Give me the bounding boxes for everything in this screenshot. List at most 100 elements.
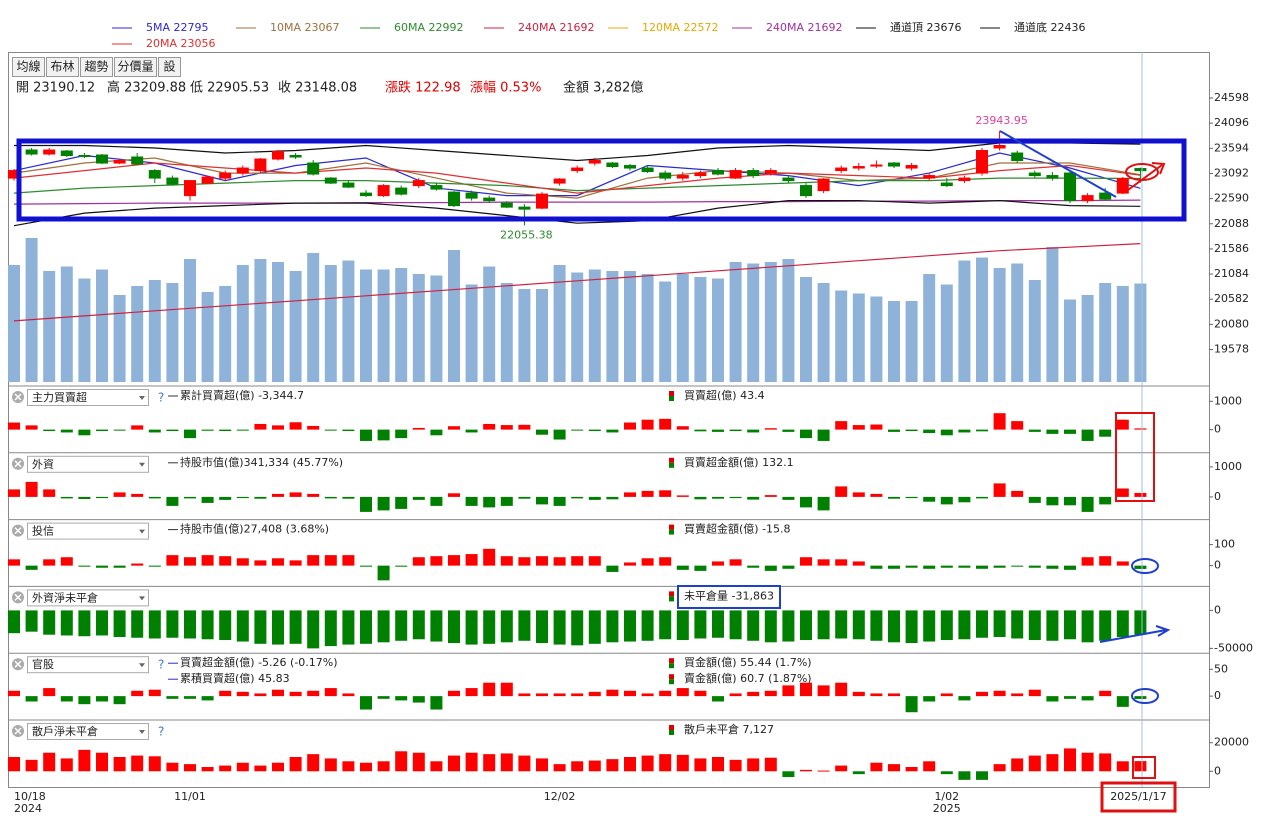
volume-bar [395, 268, 408, 382]
bar [1099, 496, 1112, 505]
bar [184, 696, 196, 699]
quote-high: 高 23209.88 [107, 80, 186, 96]
bar [395, 565, 408, 567]
candle-body [448, 191, 460, 207]
candle-body [835, 167, 848, 172]
bar [905, 696, 918, 713]
panel-label: 持股市值(億)341,334 (45.77%) [180, 455, 343, 469]
bar [1064, 496, 1076, 506]
volume-bar [1028, 280, 1041, 382]
highlight-box [1132, 756, 1156, 779]
candle-body [888, 162, 900, 167]
candle-body [641, 167, 654, 173]
bar [113, 757, 126, 772]
bar [1099, 610, 1112, 641]
bar [641, 558, 654, 566]
bar [219, 429, 232, 432]
bar [148, 689, 161, 697]
volume-bar [1064, 299, 1076, 382]
candle-body [43, 149, 56, 155]
volume-bar [676, 274, 689, 382]
bar [852, 610, 865, 640]
dropdown-arrow [139, 596, 145, 601]
volume-bar [588, 269, 601, 382]
bar [360, 496, 372, 512]
candle-body [905, 165, 918, 169]
candle-body [870, 164, 883, 167]
bar [958, 429, 971, 433]
toolbar-button-label: 設 [163, 59, 175, 74]
bar [8, 610, 20, 634]
volume-bar [1011, 263, 1024, 382]
bar [430, 761, 443, 772]
x-tick-label: 10/18 [14, 790, 46, 803]
bar [430, 496, 443, 506]
bar [852, 691, 865, 697]
bar [536, 496, 548, 505]
bar [1081, 610, 1094, 643]
volume-bar [870, 296, 883, 382]
volume-bar [817, 283, 830, 382]
bar [712, 429, 724, 432]
circle-mark [1131, 558, 1159, 574]
bar [976, 429, 988, 432]
bar [96, 496, 108, 499]
candle-body [254, 158, 267, 172]
bar [395, 496, 408, 509]
candle-body [1099, 192, 1112, 200]
bar [184, 429, 196, 439]
volume-bar [536, 289, 548, 382]
bar [571, 429, 584, 431]
bar [96, 610, 108, 636]
volume-bar [25, 238, 38, 382]
help-icon[interactable]: ? [158, 725, 164, 739]
bar [553, 429, 566, 440]
bar [395, 696, 408, 701]
bar [483, 423, 496, 430]
bar [236, 429, 249, 431]
ma-line [13, 152, 1141, 197]
bar [289, 492, 302, 497]
bar [131, 493, 144, 497]
bar [148, 496, 161, 499]
y-tick-label: 100 [1214, 538, 1235, 551]
bar [641, 693, 654, 697]
bar [888, 565, 900, 569]
bar [712, 610, 724, 638]
bar [624, 690, 636, 697]
bar [993, 413, 1006, 430]
bar [148, 429, 161, 433]
volume-bar [852, 293, 865, 382]
bar [166, 696, 179, 699]
bar [747, 691, 760, 697]
bar [694, 496, 707, 500]
bar [712, 496, 724, 499]
candle-body [747, 170, 760, 177]
bar [676, 688, 689, 697]
bar [324, 555, 337, 566]
bar [712, 757, 724, 772]
x-tick-label: 11/01 [174, 790, 206, 803]
bar [483, 496, 496, 508]
bar [624, 610, 636, 642]
highlight-box [1115, 412, 1155, 502]
bar [113, 696, 126, 705]
bar [571, 496, 584, 499]
bar [518, 424, 531, 430]
bar [870, 693, 883, 697]
x-tick-label: 1/02 [934, 790, 959, 803]
help-icon[interactable]: ? [158, 658, 164, 672]
y-tick-label: 50 [1214, 662, 1228, 675]
plot-frame [8, 52, 1210, 788]
help-icon[interactable]: ? [158, 391, 164, 405]
bar [342, 496, 355, 499]
candle-body [96, 154, 108, 164]
bar [342, 610, 355, 645]
bar [289, 422, 302, 430]
candle-body [976, 150, 988, 174]
candle-body [78, 155, 91, 158]
label-icon-down [669, 396, 674, 401]
bar [641, 490, 654, 497]
volume-bar [236, 265, 249, 382]
y-tick-label: 0 [1214, 490, 1221, 503]
